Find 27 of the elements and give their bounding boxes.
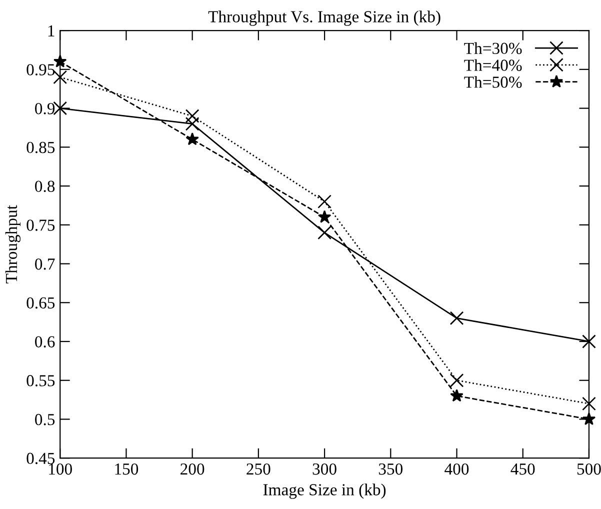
x-tick-label: 150	[115, 463, 138, 475]
x-axis-title: Image Size in (kb)	[263, 484, 386, 499]
y-tick-label: 1	[48, 25, 54, 36]
x-tick-label: 250	[246, 463, 270, 475]
y-tick-label: 0.55	[26, 375, 55, 386]
chart-title: Throughput Vs. Image Size in (kb)	[208, 10, 440, 26]
legend-label: Th=50%	[464, 76, 522, 88]
y-tick-label: 0.5	[35, 414, 55, 426]
y-tick-label: 0.85	[26, 142, 55, 154]
y-tick-label: 0.45	[26, 452, 55, 464]
x-tick-label: 400	[444, 463, 469, 475]
y-tick-label: 0.6	[35, 336, 55, 348]
y-tick-label: 0.8	[35, 180, 55, 192]
legend-label: Th=30%	[464, 42, 522, 54]
x-tick-label: 100	[49, 463, 72, 475]
x-tick-label: 500	[577, 463, 601, 475]
y-tick-label: 0.9	[35, 102, 55, 114]
x-tick-label: 300	[312, 463, 336, 475]
y-tick-label: 0.95	[26, 64, 55, 76]
x-tick-label: 350	[378, 463, 403, 475]
legend-label: Th=40%	[464, 59, 522, 71]
y-tick-label: 0.65	[26, 297, 55, 309]
y-axis-title: Throughput	[5, 205, 21, 284]
x-tick-label: 450	[510, 463, 535, 475]
x-tick-label: 200	[180, 463, 204, 475]
y-tick-label: 0.75	[26, 220, 55, 231]
y-tick-label: 0.7	[35, 258, 55, 270]
